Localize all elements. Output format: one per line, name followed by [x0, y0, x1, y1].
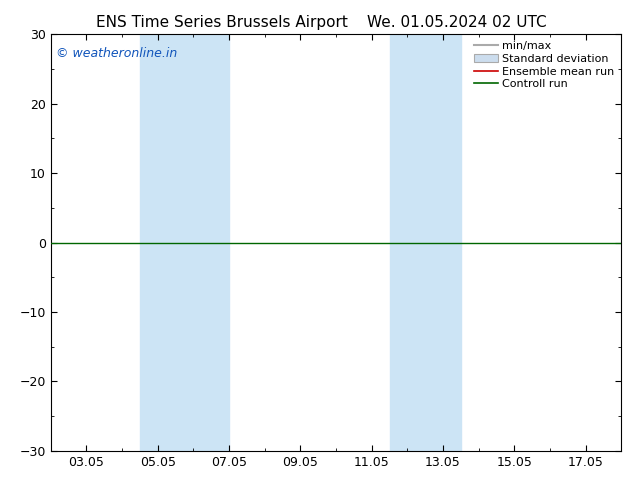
Text: ENS Time Series Brussels Airport: ENS Time Series Brussels Airport — [96, 15, 348, 30]
Bar — [389, 34, 461, 451]
Text: We. 01.05.2024 02 UTC: We. 01.05.2024 02 UTC — [366, 15, 547, 30]
Text: © weatheronline.in: © weatheronline.in — [56, 47, 178, 60]
Bar — [140, 34, 229, 451]
Legend: min/max, Standard deviation, Ensemble mean run, Controll run: min/max, Standard deviation, Ensemble me… — [469, 37, 619, 94]
